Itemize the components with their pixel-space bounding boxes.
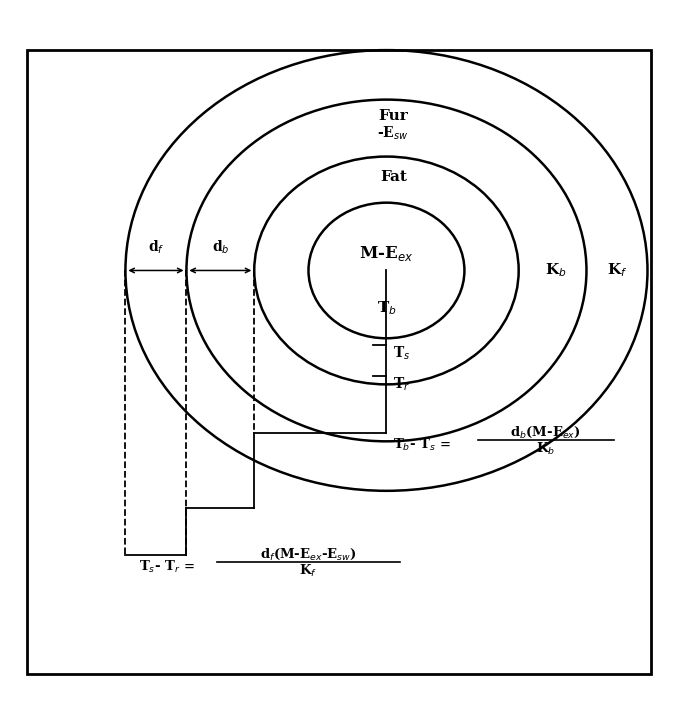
Text: K$_f$: K$_f$ xyxy=(300,563,317,579)
Text: M-E$_{ex}$: M-E$_{ex}$ xyxy=(359,244,414,263)
Text: K$_f$: K$_f$ xyxy=(607,261,627,279)
Text: T$_s$- T$_r$ =: T$_s$- T$_r$ = xyxy=(139,559,195,575)
Text: Fat: Fat xyxy=(380,170,407,185)
Text: T$_b$: T$_b$ xyxy=(376,299,397,316)
Text: -E$_{sw}$: -E$_{sw}$ xyxy=(378,125,409,143)
Text: d$_b$(M-E$_{ex}$): d$_b$(M-E$_{ex}$) xyxy=(511,425,581,440)
Text: K$_b$: K$_b$ xyxy=(536,442,555,458)
Text: Fur: Fur xyxy=(378,109,408,122)
Text: T$_b$- T$_s$ =: T$_b$- T$_s$ = xyxy=(393,437,451,452)
Text: T$_r$: T$_r$ xyxy=(393,376,410,393)
Text: d$_f$: d$_f$ xyxy=(148,238,164,256)
Text: T$_s$: T$_s$ xyxy=(393,345,411,363)
Text: d$_b$: d$_b$ xyxy=(212,238,229,256)
Text: d$_f$(M-E$_{ex}$-E$_{sw}$): d$_f$(M-E$_{ex}$-E$_{sw}$) xyxy=(260,547,357,562)
Text: K$_b$: K$_b$ xyxy=(545,261,567,279)
